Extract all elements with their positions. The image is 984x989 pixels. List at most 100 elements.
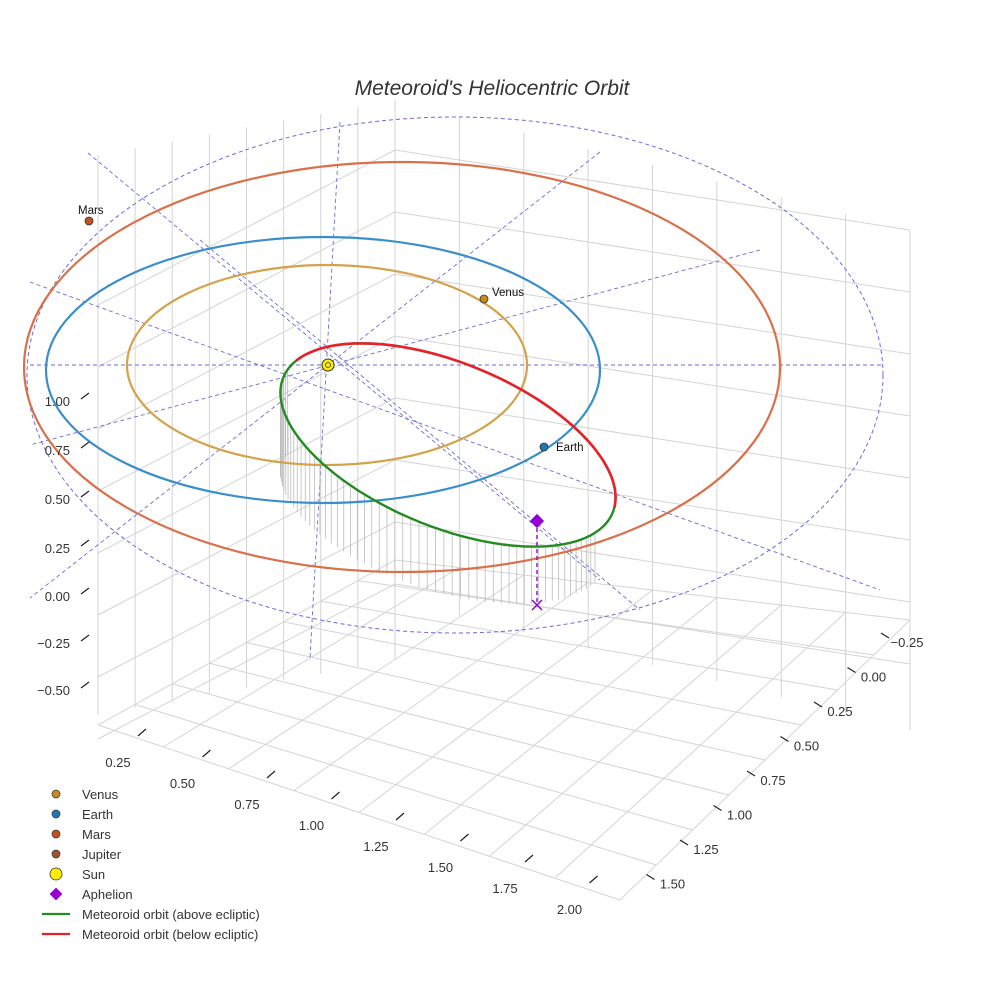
planet-mars-point [84, 216, 94, 226]
z-tick-mark [80, 587, 90, 595]
ecliptic-ray [87, 152, 601, 581]
floor-line [320, 600, 838, 691]
y-tick-label: −0.25 [891, 635, 924, 650]
grid-row [394, 149, 911, 231]
y-tick-mark [746, 770, 756, 777]
grid-row [97, 583, 396, 740]
ecliptic-reference-grid [26, 116, 884, 659]
legend-marker [51, 809, 61, 819]
z-tick-mark [80, 539, 90, 547]
ecliptic-ray [199, 239, 641, 611]
y-tick-label: 0.00 [861, 670, 886, 685]
x-tick-mark [589, 875, 598, 884]
y-tick-label: 0.75 [760, 773, 785, 788]
y-tick-label: 1.50 [660, 877, 685, 892]
y-tick-label: 0.25 [827, 704, 852, 719]
floor-line [357, 580, 874, 656]
floor-line [619, 619, 911, 901]
axis-ticks: 0.25 0.50 0.75 1.00 1.25 1.50 1.75 2.00 −0.25 0.0… [37, 392, 924, 917]
sun-center-mark [325, 362, 331, 368]
grid-row [97, 459, 396, 616]
legend: Venus Earth Mars Jupiter Sun Aphelion Meteoroi… [42, 787, 260, 942]
axis-grid [97, 100, 911, 901]
floor-line [554, 612, 846, 879]
x-tick-label: 2.00 [557, 902, 582, 917]
y-tick-label: 1.25 [693, 842, 718, 857]
x-tick-mark [202, 749, 211, 758]
ecliptic-ray [29, 281, 881, 591]
x-tick-label: 0.25 [105, 755, 130, 770]
planet-earth-label: Earth [556, 442, 584, 454]
x-tick-mark [524, 854, 534, 863]
z-tick-mark [80, 681, 90, 689]
y-tick-mark [880, 632, 890, 639]
legend-label: Earth [82, 807, 113, 822]
orbit-venus [125, 263, 529, 467]
legend-label: Jupiter [82, 847, 122, 862]
grid-row [394, 397, 911, 479]
legend-label: Venus [82, 787, 119, 802]
floor-line [423, 597, 718, 835]
grid-row [394, 273, 911, 355]
legend-marker [51, 829, 61, 839]
planet-earth-point [539, 442, 549, 452]
x-tick-label: 1.00 [299, 818, 324, 833]
grid-row [394, 521, 911, 603]
legend-label: Mars [82, 827, 111, 842]
x-tick-label: 1.50 [428, 860, 453, 875]
y-tick-mark [813, 701, 823, 708]
aphelion-projection-mark [531, 599, 543, 611]
grid-row [97, 397, 396, 554]
z-tick-label: 0.50 [45, 492, 70, 507]
z-tick-mark [80, 441, 90, 449]
grid-row [394, 459, 911, 541]
y-tick-mark [713, 804, 722, 812]
chart-title: Meteoroid's Heliocentric Orbit [355, 77, 631, 100]
aphelion-point [529, 513, 545, 529]
planet-mars-label: Mars [78, 205, 104, 217]
x-tick-mark [266, 770, 276, 779]
orbit-earth [44, 235, 602, 505]
ecliptic-ray [309, 121, 341, 659]
z-tick-label: 1.00 [45, 394, 70, 409]
grid-row [394, 211, 911, 293]
orbit-drop-lines [280, 369, 596, 604]
y-tick-label: 0.50 [794, 739, 819, 754]
ecliptic-ray [29, 151, 601, 599]
z-tick-label: −0.25 [37, 636, 70, 651]
ecliptic-ring [26, 116, 884, 634]
orbit-mars [22, 160, 782, 574]
meteoroid-orbit [279, 342, 617, 548]
x-tick-mark [137, 728, 147, 737]
y-tick-mark [780, 735, 789, 743]
legend-marker [51, 849, 61, 859]
x-tick-label: 1.75 [492, 881, 517, 896]
floor-line [394, 559, 911, 621]
sun-point [321, 358, 335, 372]
x-tick-label: 0.50 [170, 776, 195, 791]
bodies: Venus Earth Mars [78, 205, 584, 611]
legend-marker [51, 789, 61, 799]
planet-orbits [22, 160, 782, 574]
planet-venus-point [479, 294, 489, 304]
grid-row [97, 273, 396, 430]
y-tick-label: 1.00 [727, 808, 752, 823]
legend-marker [49, 887, 63, 901]
planet-venus-label: Venus [492, 287, 524, 299]
legend-label: Meteoroid orbit (below ecliptic) [82, 927, 258, 942]
z-tick-mark [80, 634, 90, 642]
x-tick-label: 1.25 [363, 839, 388, 854]
y-tick-mark [847, 666, 856, 674]
grid-row [97, 521, 396, 678]
y-tick-mark [679, 839, 689, 846]
legend-label: Aphelion [82, 887, 133, 902]
grid-row [97, 149, 396, 306]
z-tick-mark [80, 392, 90, 400]
legend-label: Meteoroid orbit (above ecliptic) [82, 907, 260, 922]
x-tick-mark [331, 791, 340, 800]
floor-line [358, 589, 653, 813]
grid-row [394, 583, 911, 665]
x-tick-label: 0.75 [234, 797, 259, 812]
